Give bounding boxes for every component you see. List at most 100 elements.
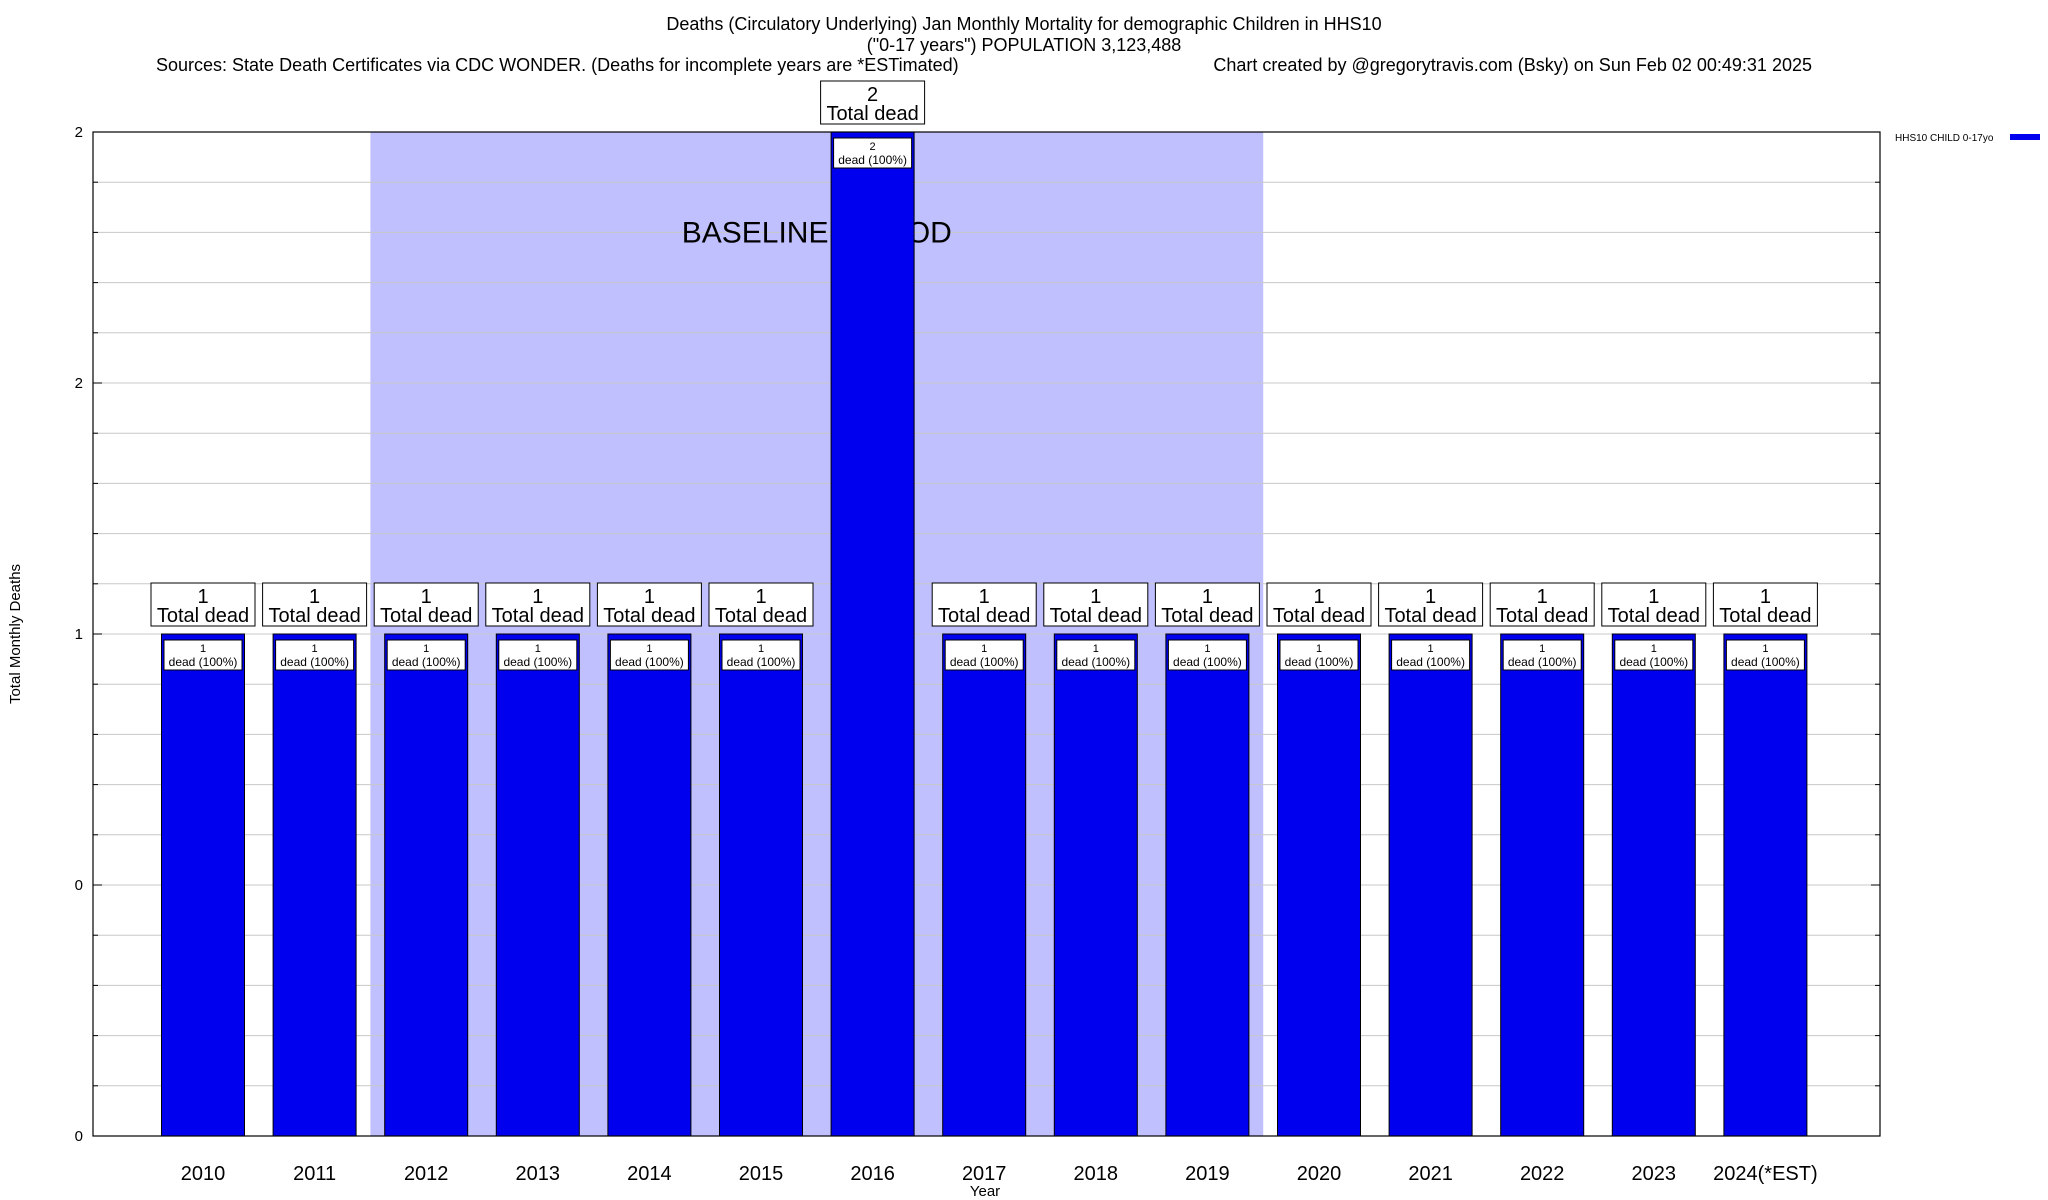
- axis-layer: 0 0 1 2 2: [75, 124, 1880, 1145]
- total-label-count: 1: [644, 586, 655, 608]
- total-label-box: [1043, 582, 1149, 627]
- total-label-box: [931, 582, 1037, 627]
- inner-label-text: dead (100%): [727, 655, 796, 669]
- total-label-box: [150, 582, 256, 627]
- inner-label-box: [1391, 639, 1471, 671]
- total-label-count: 1: [979, 586, 990, 608]
- x-tick-label: 2022: [1520, 1163, 1565, 1185]
- y-axis-label: Total Monthly Deaths: [7, 564, 24, 704]
- inner-label-count: 1: [1762, 643, 1768, 655]
- inner-label-text: dead (100%): [950, 655, 1019, 669]
- x-tick-label: 2014: [627, 1163, 672, 1185]
- inner-label-box: [833, 137, 913, 169]
- y-tick-label: 2: [75, 375, 83, 392]
- inner-label-count: 1: [646, 643, 652, 655]
- inner-label-box: [275, 639, 355, 671]
- total-label-text: Total dead: [603, 605, 695, 627]
- bar: [942, 633, 1027, 1137]
- bar: [495, 633, 580, 1137]
- inner-label-count: 1: [1316, 643, 1322, 655]
- inner-label-count: 1: [1651, 643, 1657, 655]
- total-label-box: [1378, 582, 1484, 627]
- total-label-count: 1: [421, 586, 432, 608]
- inner-label-box: [386, 639, 466, 671]
- bar: [272, 633, 357, 1137]
- inner-label-text: dead (100%): [838, 153, 907, 167]
- inner-label-count: 2: [870, 141, 876, 153]
- inner-label-text: dead (100%): [1396, 655, 1465, 669]
- total-label-count: 1: [1313, 586, 1324, 608]
- inner-label-text: dead (100%): [280, 655, 349, 669]
- x-tick-label: 2013: [516, 1163, 561, 1185]
- inner-label-text: dead (100%): [392, 655, 461, 669]
- total-label-box: [262, 582, 368, 627]
- bar: [1388, 633, 1473, 1137]
- chart-sources: Sources: State Death Certificates via CD…: [156, 55, 959, 75]
- total-label-text: Total dead: [1608, 605, 1700, 627]
- total-label-box: [596, 582, 702, 627]
- inner-label-text: dead (100%): [615, 655, 684, 669]
- x-tick-label: 2023: [1632, 1163, 1677, 1185]
- bar: [1053, 633, 1138, 1137]
- total-label-text: Total dead: [1719, 605, 1811, 627]
- total-label-count: 1: [1202, 586, 1213, 608]
- total-label-text: Total dead: [826, 103, 918, 125]
- total-label-text: Total dead: [380, 605, 472, 627]
- legend-label: HHS10 CHILD 0-17yo: [1895, 133, 1994, 144]
- inner-label-box: [1725, 639, 1805, 671]
- total-label-box: [1266, 582, 1372, 627]
- x-tick-label: 2016: [850, 1163, 895, 1185]
- inner-label-count: 1: [423, 643, 429, 655]
- inner-label-count: 1: [1428, 643, 1434, 655]
- inner-label-text: dead (100%): [1285, 655, 1354, 669]
- inner-label-count: 1: [200, 643, 206, 655]
- legend-swatch: [2010, 134, 2040, 140]
- total-label-text: Total dead: [938, 605, 1030, 627]
- x-tick-label: 2019: [1185, 1163, 1230, 1185]
- total-label-count: 1: [1648, 586, 1659, 608]
- total-label-text: Total dead: [1384, 605, 1476, 627]
- inner-label-box: [721, 639, 801, 671]
- inner-label-text: dead (100%): [1061, 655, 1130, 669]
- total-label-count: 1: [1425, 586, 1436, 608]
- bar: [1611, 633, 1696, 1137]
- x-tick-label: 2012: [404, 1163, 449, 1185]
- total-label-text: Total dead: [268, 605, 360, 627]
- inner-label-count: 1: [1204, 643, 1210, 655]
- x-tick-label: 2011: [293, 1163, 336, 1185]
- bar: [161, 633, 245, 1137]
- inner-label-count: 1: [981, 643, 987, 655]
- total-label-text: Total dead: [1161, 605, 1253, 627]
- bar: [1500, 633, 1585, 1137]
- inner-label-box: [944, 639, 1024, 671]
- x-tick-label: 2018: [1074, 1163, 1119, 1185]
- x-tick-label: 2015: [739, 1163, 784, 1185]
- bar: [1277, 633, 1361, 1137]
- inner-label-text: dead (100%): [1731, 655, 1800, 669]
- inner-label-count: 1: [1539, 643, 1545, 655]
- chart-title: Deaths (Circulatory Underlying) Jan Mont…: [666, 14, 1381, 34]
- bar: [607, 633, 692, 1137]
- total-label-text: Total dead: [157, 605, 249, 627]
- inner-label-text: dead (100%): [169, 655, 238, 669]
- chart-subtitle: ("0-17 years") POPULATION 3,123,488: [867, 35, 1182, 55]
- total-label-box: [1489, 582, 1595, 627]
- y-tick-label: 0: [75, 1128, 83, 1145]
